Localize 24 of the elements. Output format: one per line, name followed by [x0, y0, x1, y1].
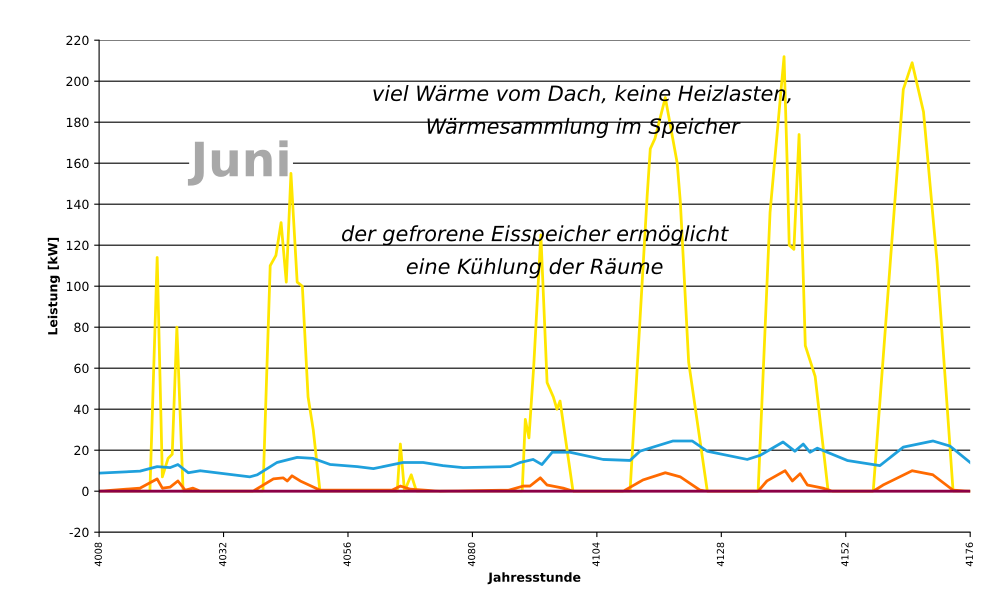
y-tick-label: 120	[66, 240, 89, 250]
y-tick-label: 60	[74, 364, 89, 374]
y-tick-label: -20	[70, 528, 89, 538]
y-tick-label: 20	[74, 446, 89, 456]
y-axis-title: Leistung [kW]	[48, 238, 60, 334]
y-tick-label: 160	[66, 158, 89, 168]
x-tick-label: 4176	[966, 542, 974, 566]
y-tick-label: 80	[74, 322, 89, 332]
x-tick-label: 4104	[592, 542, 600, 566]
annotation: Juni	[188, 140, 288, 186]
x-tick-label: 4032	[219, 542, 226, 566]
x-tick-label: 4128	[716, 542, 724, 566]
x-tick-label: 4056	[343, 542, 351, 566]
y-tick-label: 140	[66, 200, 89, 210]
x-tick-label: 4008	[94, 542, 102, 566]
y-tick-label: 100	[66, 282, 89, 292]
y-tick-label: 180	[66, 118, 89, 128]
y-tick-label: 200	[66, 76, 89, 86]
x-axis-title: Jahresstunde	[488, 572, 580, 584]
y-tick-label: 220	[66, 36, 89, 46]
x-tick-label: 4080	[468, 542, 476, 566]
x-tick-label: 4152	[841, 542, 849, 566]
y-tick-label: 0	[82, 486, 89, 496]
y-tick-label: 40	[74, 404, 89, 414]
